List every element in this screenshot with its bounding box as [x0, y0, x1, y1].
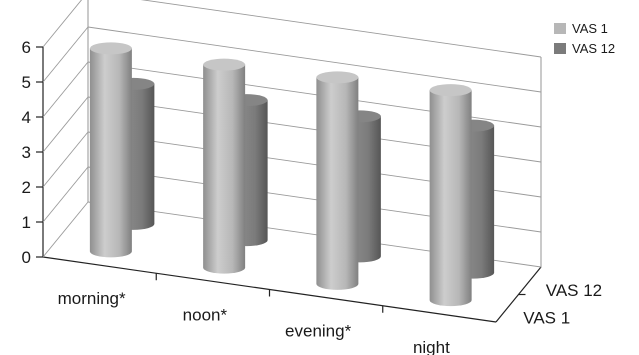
y-tick-label: 6 — [22, 38, 31, 57]
depth-label: VAS 12 — [546, 281, 602, 300]
y-tick-label: 5 — [22, 73, 31, 92]
bar-body — [316, 77, 359, 290]
y-axis-ticks: 0 1 2 3 4 5 6 — [22, 38, 43, 267]
bar — [203, 58, 246, 274]
legend-swatch — [554, 43, 566, 54]
bar — [429, 84, 472, 307]
left-wall-gridline — [42, 166, 89, 223]
bar-body — [203, 64, 246, 274]
bar — [316, 71, 359, 290]
bars — [89, 42, 495, 307]
legend-label: VAS 12 — [572, 41, 615, 56]
bar-body — [429, 90, 472, 307]
category-label: morning* — [58, 289, 126, 308]
category-label: evening* — [285, 322, 352, 341]
y-tick-label: 0 — [22, 248, 31, 267]
bar-body — [89, 48, 132, 258]
legend-swatch — [554, 23, 566, 34]
left-wall-gridline — [42, 131, 89, 188]
legend: VAS 1 VAS 12 — [554, 21, 615, 56]
bar — [89, 42, 132, 258]
category-label: night — [413, 338, 450, 355]
bar-top — [89, 42, 132, 55]
y-tick-label: 4 — [22, 108, 31, 127]
category-labels: morning* noon* evening* night — [58, 273, 450, 355]
y-tick-label: 2 — [22, 178, 31, 197]
left-wall-gridline — [42, 26, 89, 83]
left-wall-gridline — [42, 0, 83, 48]
bar-top — [429, 84, 472, 97]
depth-labels: VAS 1 VAS 12 — [518, 281, 602, 327]
legend-label: VAS 1 — [572, 21, 608, 36]
category-label: noon* — [183, 305, 228, 324]
left-wall-gridline — [42, 201, 89, 258]
left-wall-gridline — [42, 96, 89, 153]
y-tick-label: 1 — [22, 213, 31, 232]
bar-top — [316, 71, 359, 84]
back-wall-gridline — [87, 61, 542, 128]
y-tick-label: 3 — [22, 143, 31, 162]
back-wall-gridline — [140, 0, 542, 58]
left-wall-gridline — [42, 61, 89, 118]
bar-top — [203, 58, 246, 71]
depth-label: VAS 1 — [523, 308, 570, 327]
back-wall-gridline — [87, 26, 542, 93]
